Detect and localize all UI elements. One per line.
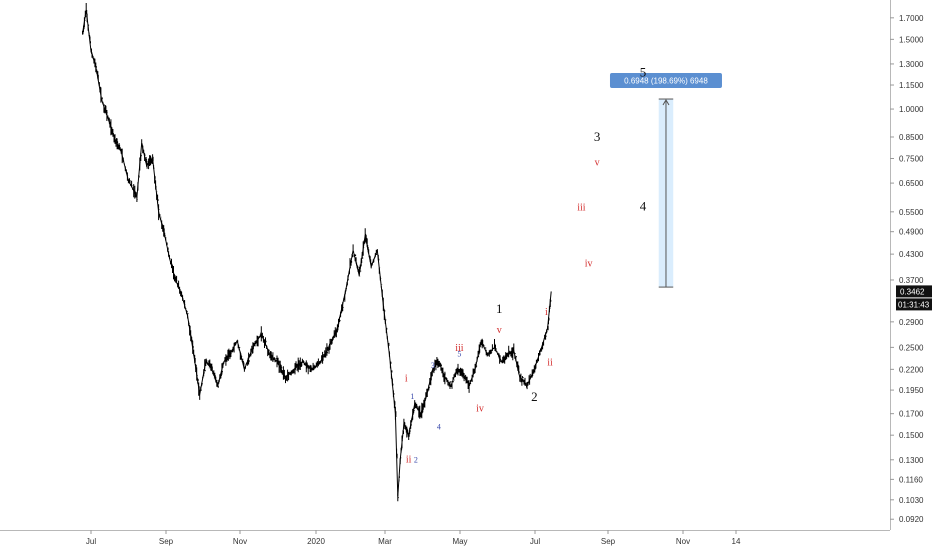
wave-label-red: i [405,373,408,384]
price-tick-label: 0.1950 [899,386,924,395]
time-tick-label: Sep [601,537,616,546]
price-tick-label: 0.4900 [899,228,924,237]
time-tick-label: Jul [86,537,96,546]
time-axis[interactable]: Jul Sep Nov 2020 Mar May Jul Sep Nov 14 [86,530,741,546]
last-price-tag [896,285,932,298]
wave-label-red: v [497,325,502,336]
countdown-value: 01:31:43 [898,300,930,309]
price-axis[interactable]: 1.7000 1.5000 1.3000 1.1500 1.0000 0.8500 0.75… [890,14,924,524]
wave-label-black: 4 [640,198,647,213]
wave-label-blue: 5 [457,350,461,359]
price-tick-label: 0.0920 [899,515,924,524]
wave-label-blue: 2 [414,455,418,464]
last-price-value: 0.3462 [900,287,925,296]
time-tick-label: 14 [732,537,741,546]
price-range-label-box [609,73,722,89]
time-tick-label: 2020 [307,537,325,546]
wave-label-blue: 1 [410,392,414,401]
time-tick-label: Nov [233,537,247,546]
price-tick-label: 1.0000 [899,105,924,114]
wave-label-red: iv [476,404,484,415]
wave-label-red: ii [406,454,412,465]
price-tick-label: 0.4300 [899,250,924,259]
price-tags: 0.3462 01:31:43 [896,285,932,311]
price-tick-label: 0.1700 [899,410,924,419]
wave-label-black: 5 [640,64,647,79]
price-series-line [82,9,552,497]
wave-label-red: i [545,307,548,318]
wave-label-red: v [595,158,600,169]
price-tick-label: 0.6500 [899,179,924,188]
price-tick-label: 0.5500 [899,208,924,217]
wave-label-black: 2 [531,389,538,404]
time-tick-label: Jul [530,537,540,546]
wave-label-red: iii [455,343,464,354]
price-tick-label: 0.1160 [899,475,923,484]
price-tick-label: 0.1030 [899,496,924,505]
price-tick-label: 0.2200 [899,365,924,374]
wave-label-red: ii [547,357,553,368]
time-tick-label: Mar [378,537,392,546]
plot-area[interactable]: 0.6948 (198.69%) 6948 [82,3,722,502]
time-tick-label: May [452,537,467,546]
price-tick-label: 1.5000 [899,35,924,44]
price-tick-label: 1.1500 [899,81,924,90]
wave-label-red: iii [577,202,586,213]
wave-label-red: iv [585,259,593,270]
price-tick-label: 1.7000 [899,14,924,23]
time-tick-label: Nov [676,537,690,546]
price-tick-label: 0.2500 [899,343,924,352]
price-tick-label: 0.1500 [899,431,924,440]
wave-label-black: 1 [496,301,503,316]
price-tick-label: 0.1300 [899,456,924,465]
price-tick-label: 0.8500 [899,133,924,142]
wave-label-blue: 3 [431,361,435,370]
wave-label-blue: 4 [437,423,441,432]
price-tick-label: 0.2900 [899,318,924,327]
wave-label-black: 3 [594,129,601,144]
price-tick-label: 0.7500 [899,155,924,164]
countdown-tag [896,298,932,311]
time-tick-label: Sep [159,537,174,546]
price-range-arrow-head [662,99,670,106]
price-tick-label: 1.3000 [899,60,924,69]
price-range-label: 0.6948 (198.69%) 6948 [624,77,708,86]
price-tick-label: 0.3700 [899,276,924,285]
